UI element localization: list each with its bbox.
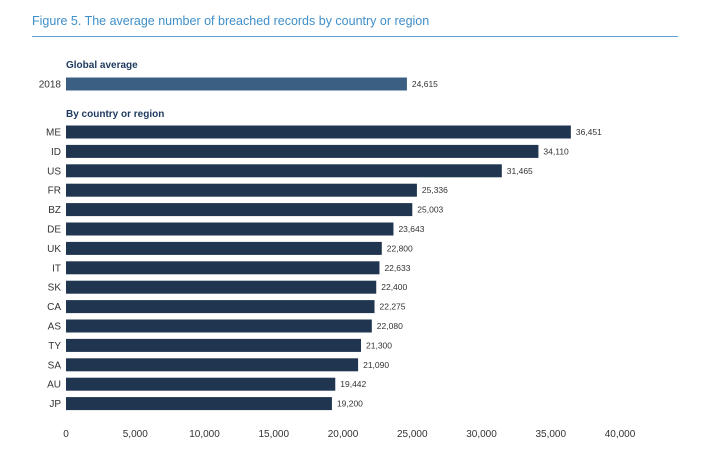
bar-country-sk	[66, 280, 377, 294]
value-label-sk: 22,400	[381, 282, 407, 292]
bar-country-id	[66, 144, 539, 158]
category-label-de: DE	[47, 225, 61, 236]
x-tick-label: 20,000	[328, 429, 359, 440]
value-label-ty: 21,300	[366, 340, 392, 350]
value-label-me: 36,451	[576, 127, 602, 137]
value-label-fr: 25,336	[422, 185, 448, 195]
category-label-sk: SK	[48, 283, 62, 294]
x-tick-label: 15,000	[258, 429, 289, 440]
section-heading-country: By country or region	[66, 109, 164, 120]
value-label-us: 31,465	[507, 166, 533, 176]
bar-country-uk	[66, 241, 382, 255]
bar-country-fr	[66, 183, 417, 197]
x-tick-label: 25,000	[397, 429, 428, 440]
x-tick-label: 0	[63, 429, 69, 440]
x-tick-label: 30,000	[466, 429, 497, 440]
category-label-2018: 2018	[39, 80, 62, 91]
bar-country-au	[66, 377, 336, 391]
category-label-au: AU	[47, 380, 61, 391]
bar-country-as	[66, 319, 372, 333]
value-label-au: 19,442	[340, 379, 366, 389]
bar-country-ty	[66, 338, 362, 352]
category-label-fr: FR	[48, 186, 61, 197]
x-tick-label: 35,000	[535, 429, 566, 440]
value-label-sa: 21,090	[363, 360, 389, 370]
category-label-ty: TY	[48, 341, 61, 352]
x-tick-label: 10,000	[189, 429, 220, 440]
category-label-bz: BZ	[48, 205, 61, 216]
value-label-it: 22,633	[384, 263, 410, 273]
value-label-ca: 22,275	[380, 302, 406, 312]
bar-country-us	[66, 164, 502, 178]
figure-title: Figure 5. The average number of breached…	[32, 14, 430, 28]
x-tick-label: 5,000	[123, 429, 148, 440]
bar-country-bz	[66, 203, 413, 217]
category-label-us: US	[47, 166, 61, 177]
bar-country-sa	[66, 358, 359, 372]
title-divider	[32, 36, 678, 37]
category-label-jp: JP	[49, 399, 61, 410]
bar-country-it	[66, 261, 380, 275]
value-label-jp: 19,200	[337, 399, 363, 409]
category-label-id: ID	[51, 147, 61, 158]
category-label-it: IT	[52, 263, 61, 274]
category-label-sa: SA	[48, 360, 62, 371]
value-label-bz: 25,003	[417, 205, 443, 215]
value-label-as: 22,080	[377, 321, 403, 331]
bar-country-de	[66, 222, 394, 236]
x-tick-label: 40,000	[605, 429, 636, 440]
category-label-as: AS	[48, 322, 62, 333]
category-label-ca: CA	[47, 302, 61, 313]
bar-global-2018	[66, 77, 407, 91]
value-label-de: 23,643	[398, 224, 424, 234]
value-label-uk: 22,800	[387, 243, 413, 253]
value-label-2018: 24,615	[412, 79, 438, 89]
value-label-id: 34,110	[543, 146, 569, 156]
bar-country-me	[66, 125, 571, 139]
category-label-me: ME	[46, 128, 61, 139]
section-heading-global: Global average	[66, 60, 138, 71]
bar-country-jp	[66, 397, 332, 411]
bar-country-ca	[66, 300, 375, 314]
category-label-uk: UK	[47, 244, 61, 255]
